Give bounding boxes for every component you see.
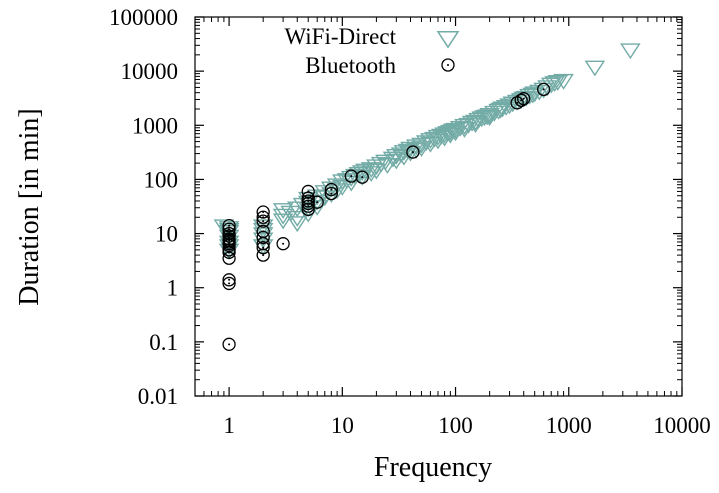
legend-marker-bluetooth bbox=[441, 58, 455, 72]
point-wifi-direct bbox=[326, 178, 348, 195]
point-bluetooth bbox=[222, 337, 236, 351]
plot-frame bbox=[194, 16, 683, 397]
point-wifi-direct bbox=[488, 103, 509, 120]
point-wifi-direct bbox=[445, 125, 466, 142]
point-bluetooth bbox=[222, 222, 236, 236]
point-wifi-direct bbox=[386, 148, 407, 165]
x-tick-label: 1 bbox=[223, 413, 235, 438]
point-bluetooth bbox=[256, 224, 270, 238]
point-wifi-direct bbox=[454, 122, 475, 138]
y-tick-label: 1000 bbox=[132, 113, 178, 138]
point-bluetooth bbox=[355, 170, 369, 184]
point-wifi-direct bbox=[286, 216, 308, 233]
point-wifi-direct bbox=[479, 110, 500, 127]
y-tick-label: 100 bbox=[144, 167, 179, 192]
point-bluetooth bbox=[276, 237, 290, 251]
point-wifi-direct bbox=[297, 201, 319, 218]
point-wifi-direct bbox=[382, 151, 404, 168]
point-bluetooth bbox=[344, 169, 358, 183]
x-tick-label: 100 bbox=[438, 413, 473, 438]
point-wifi-direct bbox=[584, 60, 606, 77]
point-wifi-direct bbox=[370, 156, 392, 173]
point-bluetooth bbox=[324, 182, 338, 197]
point-wifi-direct bbox=[620, 43, 641, 60]
legend-label-bluetooth: Bluetooth bbox=[305, 53, 396, 78]
series-wifi-direct bbox=[213, 43, 641, 260]
y-tick-label: 10 bbox=[155, 222, 178, 247]
point-bluetooth bbox=[222, 219, 236, 233]
legend-marker-wifi-direct bbox=[436, 31, 460, 49]
point-wifi-direct bbox=[544, 76, 565, 92]
point-bluetooth bbox=[222, 273, 236, 287]
series-bluetooth bbox=[222, 82, 551, 351]
point-bluetooth bbox=[256, 205, 270, 219]
y-tick-label: 100000 bbox=[109, 5, 178, 30]
point-wifi-direct bbox=[479, 107, 500, 124]
point-wifi-direct bbox=[468, 112, 489, 129]
y-tick-label: 1 bbox=[167, 276, 179, 301]
point-wifi-direct bbox=[499, 98, 520, 115]
point-bluetooth bbox=[324, 186, 338, 201]
point-wifi-direct bbox=[332, 174, 353, 191]
point-bluetooth bbox=[256, 240, 270, 255]
legend-label-wifi-direct: WiFi-Direct bbox=[285, 24, 397, 49]
point-wifi-direct bbox=[272, 203, 294, 219]
y-tick-label: 0.01 bbox=[138, 384, 178, 409]
axis-ticks bbox=[194, 16, 683, 397]
point-wifi-direct bbox=[547, 74, 569, 91]
point-wifi-direct bbox=[286, 210, 308, 227]
x-tick-labels: 1 10 100 1000 10000 bbox=[223, 413, 710, 438]
point-wifi-direct bbox=[280, 205, 301, 222]
point-bluetooth bbox=[256, 214, 270, 228]
point-wifi-direct bbox=[415, 135, 437, 152]
point-wifi-direct bbox=[553, 73, 574, 90]
x-tick-label: 10000 bbox=[653, 413, 711, 438]
x-tick-label: 1000 bbox=[546, 413, 592, 438]
point-bluetooth bbox=[406, 145, 420, 159]
x-axis-title: Frequency bbox=[374, 452, 492, 483]
point-wifi-direct bbox=[360, 162, 382, 178]
point-wifi-direct bbox=[405, 139, 427, 156]
y-tick-label: 0.1 bbox=[149, 330, 178, 355]
point-wifi-direct bbox=[400, 141, 421, 158]
legend: WiFi-Direct Bluetooth bbox=[285, 24, 460, 78]
y-tick-label: 10000 bbox=[121, 59, 179, 84]
point-bluetooth bbox=[514, 93, 528, 107]
point-wifi-direct bbox=[326, 183, 348, 200]
y-tick-labels: 0.01 0.1 1 10 100 1000 10000 100000 bbox=[109, 5, 178, 409]
point-bluetooth bbox=[537, 82, 551, 97]
point-bluetooth bbox=[222, 276, 236, 291]
y-axis-title: Duration [in min] bbox=[14, 108, 45, 306]
point-wifi-direct bbox=[336, 173, 358, 189]
point-bluetooth bbox=[310, 195, 324, 209]
point-bluetooth bbox=[256, 248, 270, 262]
point-wifi-direct bbox=[519, 88, 540, 105]
point-wifi-direct bbox=[449, 120, 471, 137]
point-wifi-direct bbox=[272, 213, 294, 230]
point-bluetooth bbox=[301, 184, 315, 199]
point-bluetooth bbox=[517, 92, 531, 106]
point-wifi-direct bbox=[490, 102, 511, 119]
point-bluetooth bbox=[222, 226, 236, 241]
x-tick-label: 10 bbox=[331, 413, 354, 438]
point-wifi-direct bbox=[366, 159, 387, 176]
